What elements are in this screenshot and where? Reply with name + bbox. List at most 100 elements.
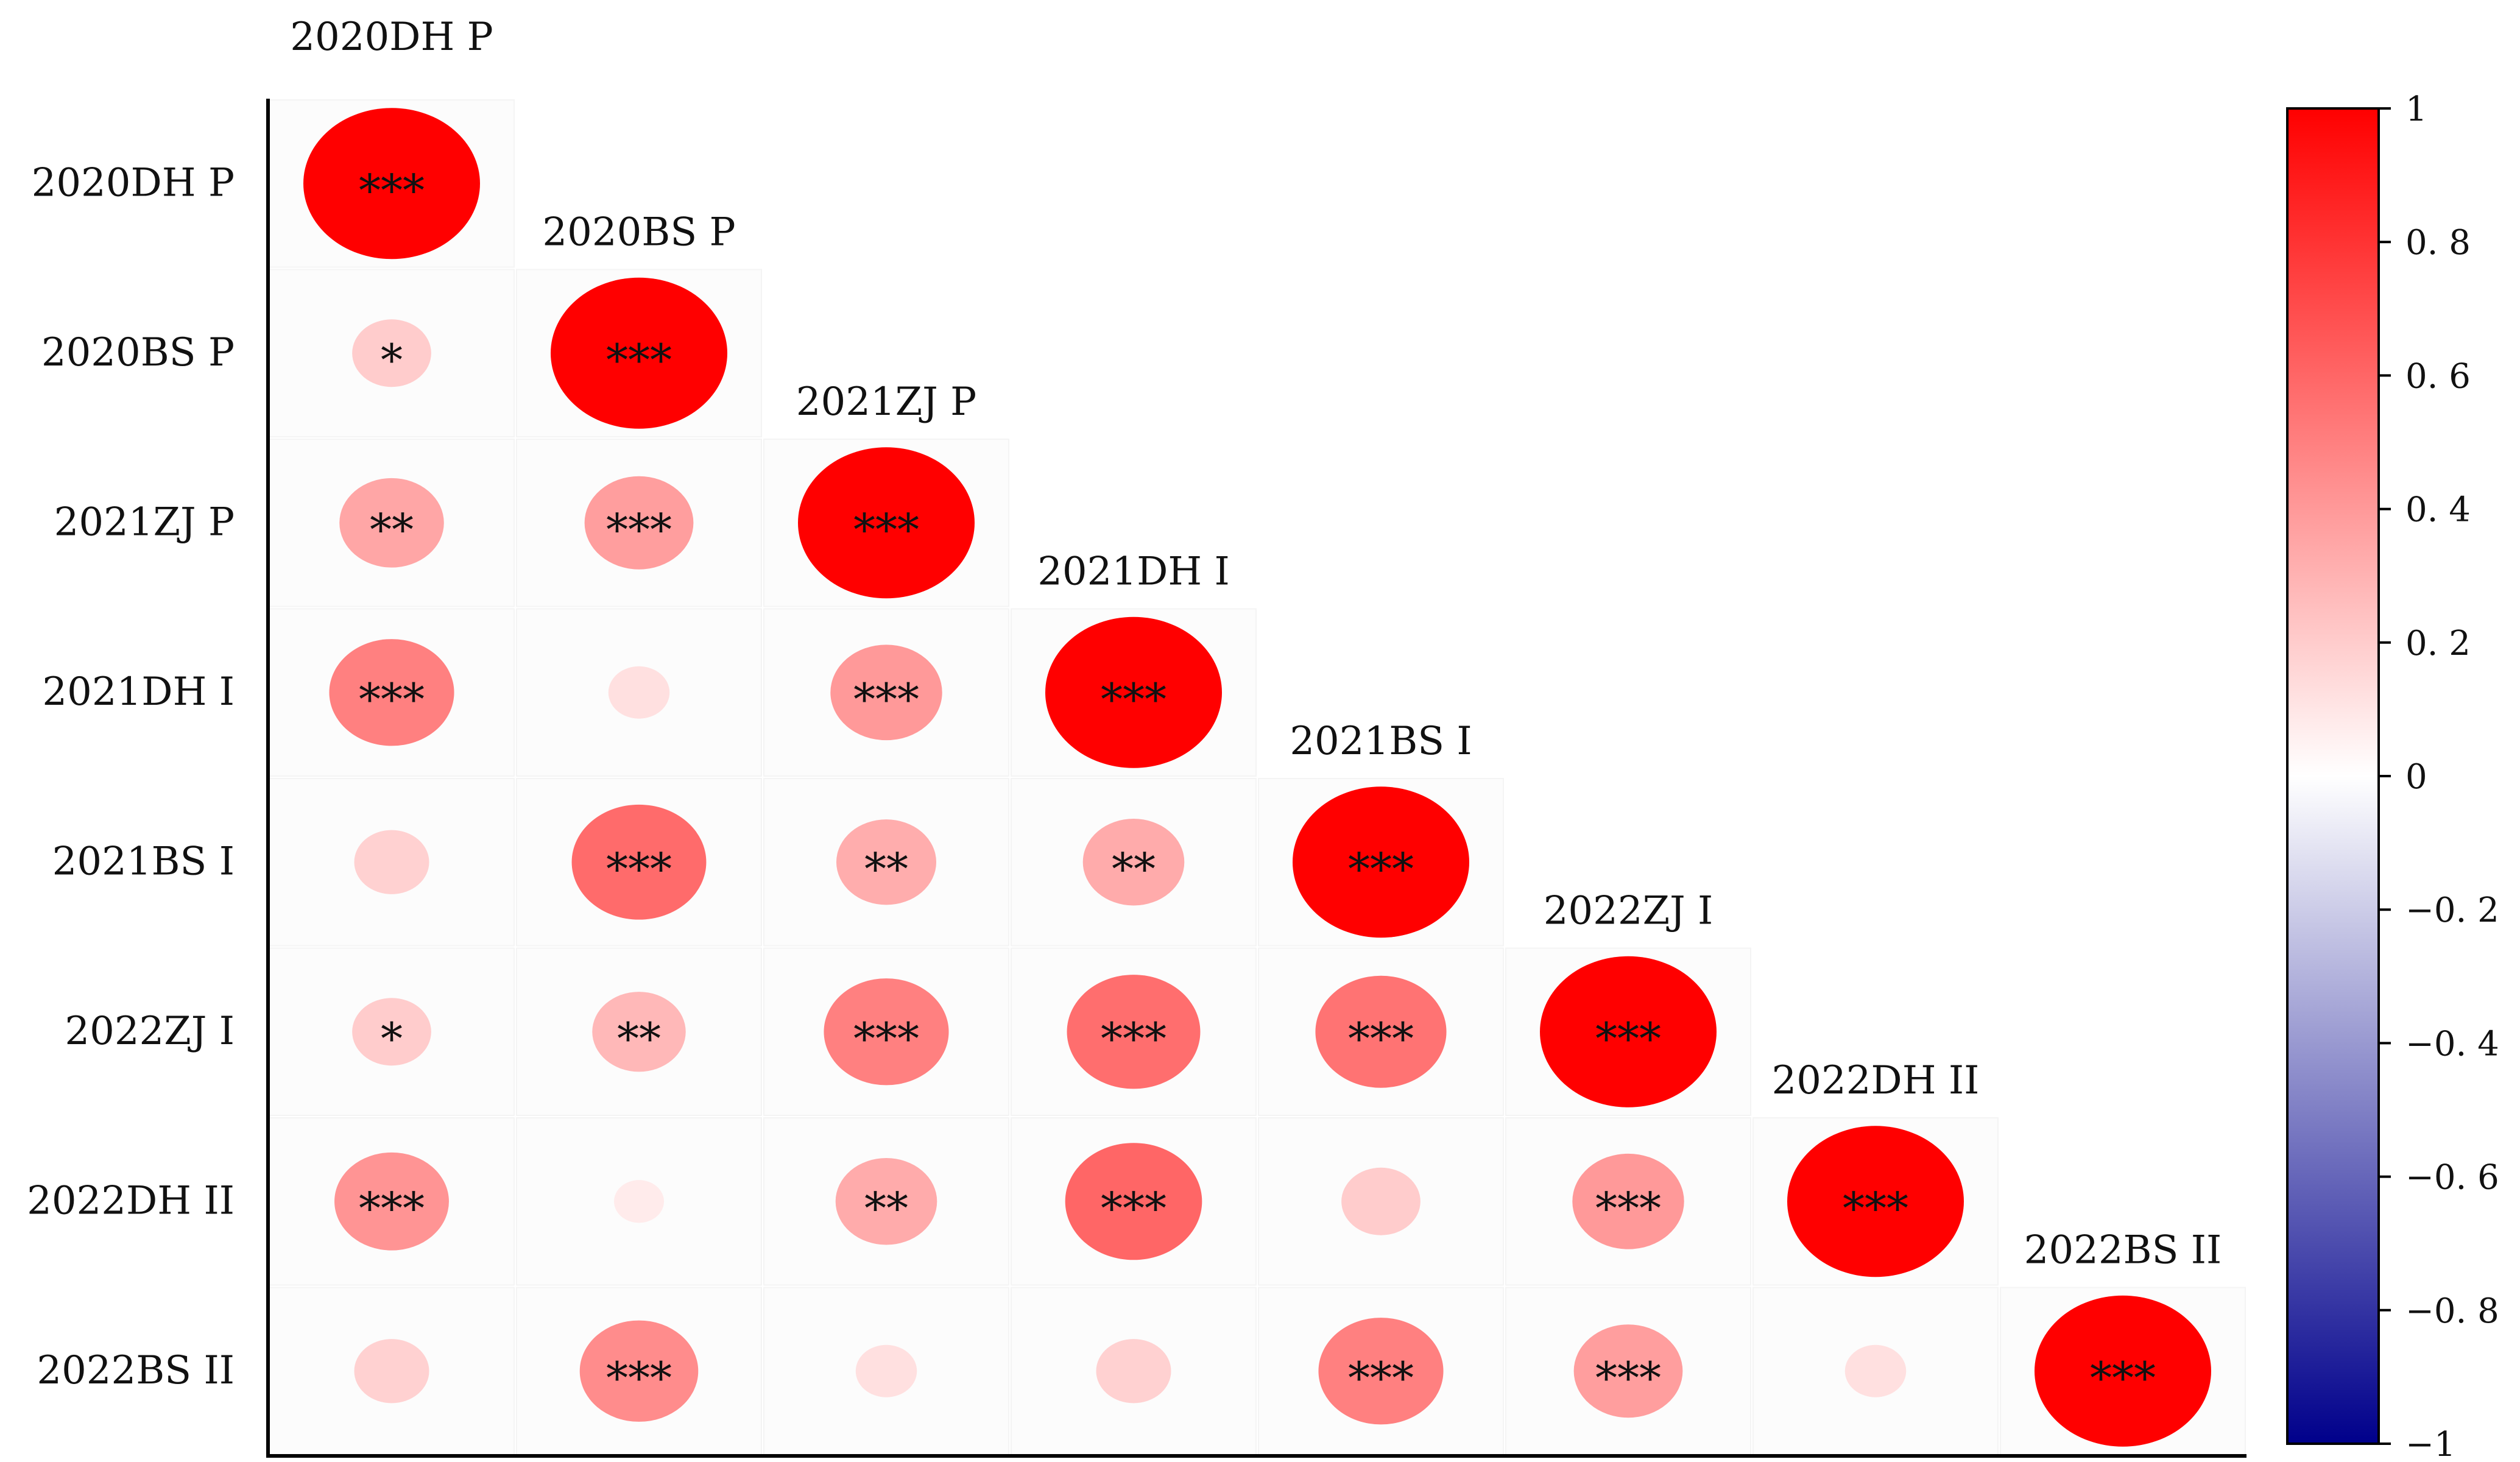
significance-label: *** — [853, 674, 919, 725]
cell-background — [269, 1117, 515, 1286]
correlation-circle — [836, 819, 937, 905]
significance-label: *** — [853, 1013, 919, 1064]
diagonal-label: 2022ZJ I — [1544, 889, 1714, 934]
row-label: 2022BS II — [37, 1348, 235, 1393]
correlation-circles: **** ***** *** ****** *** ****** ** ** **** ** ***… — [303, 108, 2211, 1447]
correlation-circle — [303, 108, 480, 260]
correlation-circle — [2035, 1295, 2211, 1447]
correlation-circle — [352, 998, 431, 1066]
significance-label: *** — [1595, 1182, 1661, 1234]
significance-label: *** — [1101, 1182, 1166, 1234]
colorbar-tick-label: −0. 4 — [2405, 1024, 2499, 1064]
correlation-circle — [1540, 956, 1717, 1107]
correlation-circle — [584, 476, 694, 570]
matrix-axes — [266, 99, 2246, 1458]
row-label: 2020DH P — [32, 160, 235, 205]
diagonal-label: 2022DH II — [1772, 1058, 1980, 1103]
significance-label: *** — [606, 334, 672, 386]
correlation-circle — [1067, 975, 1201, 1089]
correlation-circle — [824, 978, 949, 1086]
significance-label: ** — [617, 1013, 661, 1064]
correlation-circle — [613, 1180, 665, 1223]
diagonal-label: 2021BS I — [1290, 719, 1472, 764]
correlation-circle — [354, 1339, 429, 1404]
colorbar: 1 0. 8 0. 6 0. 4 0. 2 0 −0. 2 −0. 4 −0. 6 −0. 8 −1 — [2286, 90, 2499, 1462]
significance-label: ** — [864, 843, 908, 894]
colorbar-tick-label: 0 — [2405, 757, 2427, 797]
correlation-circle — [1293, 786, 1469, 938]
correlation-circle — [1844, 1344, 1907, 1397]
significance-label: *** — [1595, 1013, 1661, 1064]
correlation-circle — [571, 804, 707, 920]
significance-label: * — [381, 334, 403, 386]
correlation-circle — [579, 1320, 699, 1422]
significance-label: ** — [864, 1182, 908, 1234]
significance-label: *** — [359, 1182, 425, 1234]
significance-label: *** — [2090, 1352, 2156, 1404]
colorbar-tick-label: −0. 6 — [2405, 1158, 2499, 1198]
correlation-circle — [855, 1344, 917, 1397]
cell-background — [1011, 778, 1257, 947]
correlation-circle — [1082, 819, 1185, 906]
significance-label: *** — [359, 164, 425, 216]
correlation-circle — [608, 666, 670, 719]
row-label: 2021BS I — [52, 839, 235, 884]
diagonal-label: 2021DH I — [1037, 549, 1230, 595]
correlation-circle — [1573, 1324, 1683, 1418]
row-label: 2022DH II — [27, 1178, 235, 1223]
diagonal-label: 2020DH P — [290, 15, 493, 60]
diagonal-labels: 2020DH P 2020BS P 2021ZJ P 2021DH I 2021BS I… — [290, 15, 2222, 1273]
row-label: 2021DH I — [42, 669, 235, 715]
significance-label: ** — [1112, 843, 1156, 894]
correlation-circle — [339, 478, 444, 568]
correlation-circle — [1045, 616, 1222, 768]
colorbar-gradient — [2286, 107, 2380, 1445]
significance-label: *** — [606, 1352, 672, 1404]
row-labels: 2020DH P 2020BS P 2021ZJ P 2021DH I 2021BS I… — [27, 160, 235, 1393]
significance-label: *** — [1348, 1352, 1414, 1404]
correlation-circle — [1341, 1167, 1421, 1235]
significance-label: *** — [853, 504, 919, 555]
correlation-circle — [1572, 1153, 1684, 1249]
colorbar-tick-label: −0. 2 — [2405, 891, 2499, 930]
colorbar-tick-label: −0. 8 — [2405, 1291, 2499, 1331]
colorbar-tick-label: 0. 2 — [2405, 624, 2471, 663]
significance-label: *** — [606, 843, 672, 894]
correlation-circle — [592, 992, 686, 1072]
row-label: 2020BS P — [41, 330, 235, 375]
significance-label: *** — [606, 504, 672, 555]
correlation-circle — [835, 1158, 937, 1245]
correlation-circle — [830, 644, 942, 741]
colorbar-tick-label: −1 — [2405, 1425, 2456, 1462]
cell-backgrounds — [269, 99, 2246, 1455]
row-label: 2022ZJ I — [65, 1009, 235, 1054]
colorbar-tick-label: 0. 8 — [2405, 223, 2471, 263]
significance-label: *** — [1348, 1013, 1414, 1064]
significance-label: *** — [1348, 843, 1414, 894]
significance-label: *** — [359, 674, 425, 725]
colorbar-ticks: 1 0. 8 0. 6 0. 4 0. 2 0 −0. 2 −0. 4 −0. 6 −0. 8 −1 — [2379, 90, 2499, 1462]
correlation-circle — [354, 830, 429, 894]
correlation-circle — [334, 1152, 449, 1251]
correlation-circle — [1318, 1318, 1444, 1425]
correlation-circle — [1315, 975, 1447, 1088]
correlation-circle — [352, 319, 431, 387]
colorbar-tick-label: 1 — [2405, 90, 2427, 129]
colorbar-tick-label: 0. 4 — [2405, 490, 2471, 530]
significance-label: *** — [1101, 1013, 1166, 1064]
diagonal-label: 2022BS II — [2024, 1228, 2222, 1273]
significance-label: *** — [1101, 674, 1166, 725]
correlation-circle — [1787, 1126, 1964, 1277]
colorbar-tick-label: 0. 6 — [2405, 356, 2471, 396]
diagonal-label: 2020BS P — [542, 210, 735, 255]
diagonal-label: 2021ZJ P — [796, 380, 976, 425]
row-label: 2021ZJ P — [54, 500, 235, 545]
significance-label: * — [381, 1013, 403, 1064]
correlation-circle — [1096, 1339, 1171, 1404]
significance-label: *** — [1595, 1352, 1661, 1404]
correlation-circle — [1065, 1143, 1202, 1260]
correlation-circle — [329, 639, 454, 746]
significance-label: ** — [370, 504, 414, 555]
significance-label: *** — [1843, 1182, 1908, 1234]
